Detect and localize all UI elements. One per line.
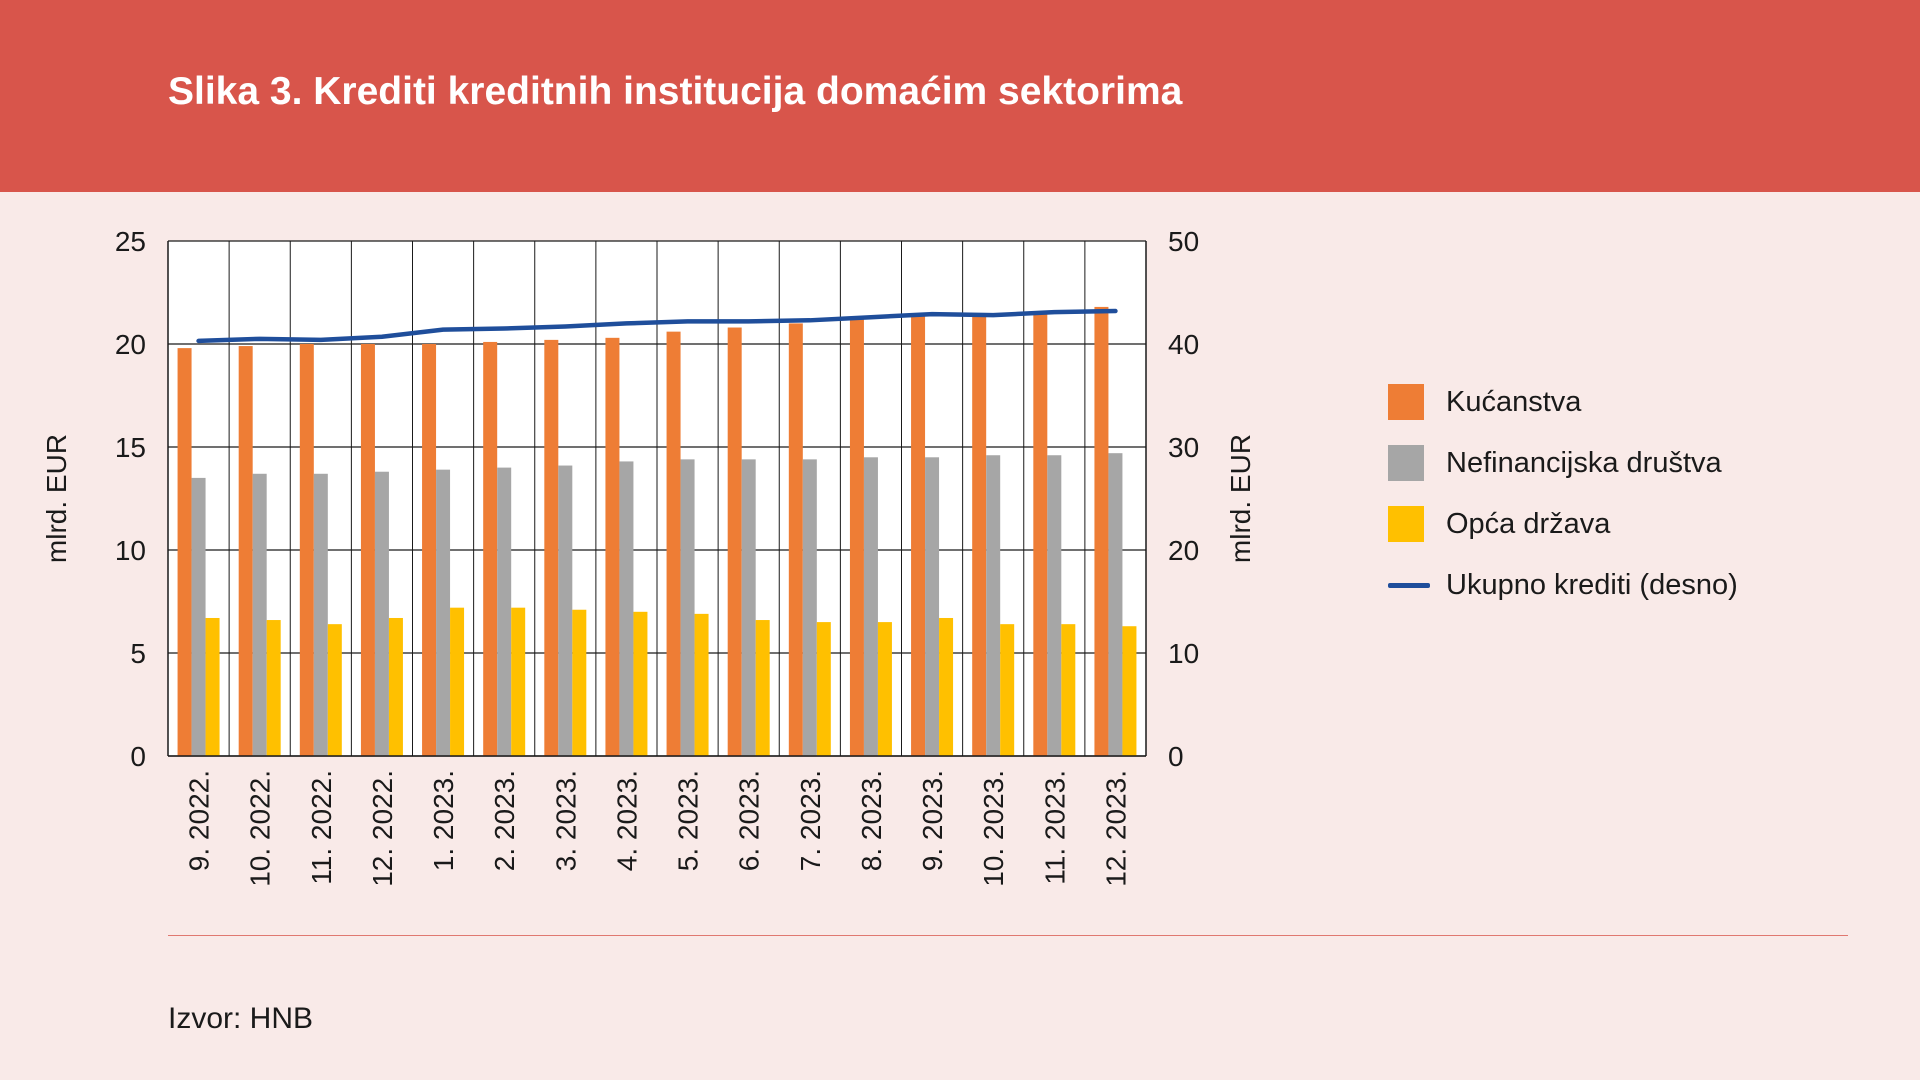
legend-item-kucanstva: Kućanstva (1388, 384, 1738, 420)
bar-kucanstva (422, 344, 437, 756)
bar-opca-drzava (1122, 626, 1137, 756)
x-tick-label: 5. 2023. (673, 770, 704, 871)
bar-nefinancijska (374, 471, 389, 756)
bar-nefinancijska (252, 473, 267, 756)
bar-nefinancijska (436, 469, 451, 756)
bar-opca-drzava (327, 624, 342, 756)
bar-opca-drzava (755, 620, 770, 756)
bar-kucanstva (788, 323, 803, 756)
bar-nefinancijska (863, 457, 878, 756)
x-tick-label: 12. 2023. (1100, 770, 1131, 887)
bar-nefinancijska (1108, 453, 1123, 756)
bar-kucanstva (1094, 306, 1109, 756)
bar-kucanstva (911, 315, 926, 756)
chart-legend: Kućanstva Nefinancijska društva Opća drž… (1388, 384, 1738, 628)
x-tick-label: 6. 2023. (734, 770, 765, 871)
x-tick-label: 7. 2023. (795, 770, 826, 871)
bar-opca-drzava (939, 617, 954, 756)
x-tick-label: 10. 2022. (245, 770, 276, 887)
legend-label-nefinancijska: Nefinancijska društva (1446, 446, 1722, 479)
bar-opca-drzava (1000, 624, 1015, 756)
y-tick-label-left: 15 (115, 432, 146, 463)
bar-nefinancijska (313, 473, 328, 756)
bar-kucanstva (177, 348, 192, 756)
y-tick-label-right: 30 (1168, 432, 1199, 463)
bar-nefinancijska (191, 477, 206, 756)
bar-kucanstva (1033, 311, 1048, 756)
bar-nefinancijska (1047, 455, 1062, 756)
bar-opca-drzava (877, 622, 892, 756)
bar-kucanstva (727, 327, 742, 756)
bar-opca-drzava (266, 620, 281, 756)
bar-opca-drzava (511, 607, 526, 756)
legend-item-opca-drzava: Opća država (1388, 506, 1738, 542)
bar-kucanstva (544, 339, 559, 756)
bar-nefinancijska (558, 465, 573, 756)
x-tick-label: 10. 2023. (978, 770, 1009, 887)
bar-kucanstva (972, 313, 987, 756)
bar-nefinancijska (497, 467, 512, 756)
bar-opca-drzava (694, 613, 709, 756)
y-tick-label-right: 10 (1168, 638, 1199, 669)
y-tick-label-left: 5 (130, 638, 146, 669)
x-tick-label: 11. 2023. (1039, 770, 1070, 885)
x-tick-label: 3. 2023. (550, 770, 581, 871)
bar-kucanstva (605, 337, 620, 756)
bar-nefinancijska (986, 455, 1001, 756)
bar-kucanstva (360, 344, 375, 756)
y-tick-label-left: 25 (115, 226, 146, 257)
bar-opca-drzava (205, 617, 220, 756)
bar-kucanstva (299, 344, 314, 756)
bar-nefinancijska (741, 459, 756, 756)
footer-divider (168, 935, 1848, 936)
legend-label-kucanstva: Kućanstva (1446, 385, 1582, 418)
y-tick-label-right: 50 (1168, 226, 1199, 257)
bar-opca-drzava (1061, 624, 1076, 756)
legend-label-ukupno: Ukupno krediti (desno) (1446, 568, 1738, 601)
y-axis-title-right: mlrd. EUR (1225, 434, 1256, 563)
bar-opca-drzava (816, 622, 831, 756)
y-tick-label-right: 20 (1168, 535, 1199, 566)
x-tick-label: 2. 2023. (489, 770, 520, 871)
legend-swatch-kucanstva (1388, 384, 1424, 420)
x-tick-label: 9. 2022. (184, 770, 215, 871)
legend-label-opca-drzava: Opća država (1446, 507, 1611, 540)
page-title: Slika 3. Krediti kreditnih institucija d… (168, 70, 1183, 113)
legend-swatch-ukupno (1388, 582, 1430, 588)
bar-nefinancijska (619, 461, 634, 756)
y-tick-label-left: 20 (115, 329, 146, 360)
bar-nefinancijska (680, 459, 695, 756)
bar-nefinancijska (925, 457, 940, 756)
bar-kucanstva (849, 319, 864, 756)
legend-swatch-nefinancijska (1388, 445, 1424, 481)
x-tick-label: 9. 2023. (917, 770, 948, 871)
x-tick-label: 1. 2023. (428, 770, 459, 871)
bar-opca-drzava (633, 611, 648, 756)
y-tick-label-left: 0 (130, 741, 146, 772)
legend-swatch-opca-drzava (1388, 506, 1424, 542)
x-tick-label: 12. 2022. (367, 770, 398, 887)
header-bar: Slika 3. Krediti kreditnih institucija d… (0, 0, 1920, 192)
bar-kucanstva (483, 341, 498, 756)
x-tick-label: 4. 2023. (611, 770, 642, 871)
x-tick-label: 8. 2023. (856, 770, 887, 871)
line-ukupno-krediti (196, 308, 1118, 344)
source-note: Izvor: HNB (168, 1002, 314, 1035)
bar-opca-drzava (388, 617, 403, 756)
bar-opca-drzava (450, 607, 465, 756)
bar-opca-drzava (572, 609, 587, 756)
bar-nefinancijska (802, 459, 817, 756)
y-tick-label-right: 0 (1168, 741, 1184, 772)
legend-item-ukupno: Ukupno krediti (desno) (1388, 567, 1738, 603)
legend-item-nefinancijska: Nefinancijska društva (1388, 445, 1738, 481)
y-tick-label-right: 40 (1168, 329, 1199, 360)
y-axis-title-left: mlrd. EUR (41, 434, 72, 563)
y-tick-label-left: 10 (115, 535, 146, 566)
bar-kucanstva (238, 346, 253, 756)
x-tick-label: 11. 2022. (306, 770, 337, 885)
bar-kucanstva (666, 331, 681, 756)
